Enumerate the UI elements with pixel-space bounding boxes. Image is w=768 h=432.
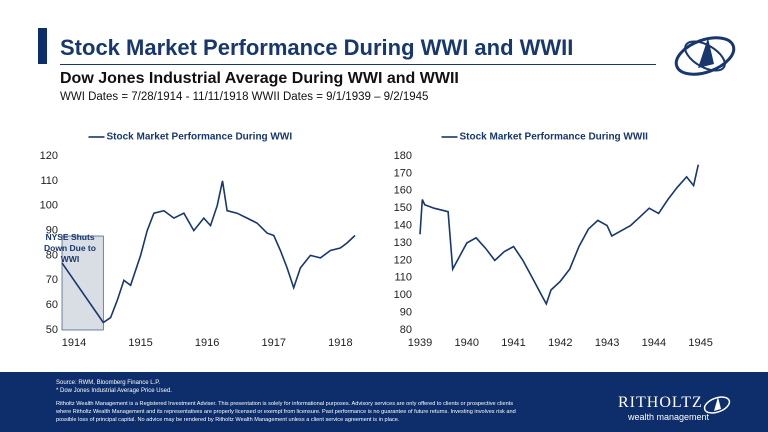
legend-label: Stock Market Performance During WWI bbox=[107, 132, 293, 143]
closure-shade bbox=[61, 235, 104, 331]
x-tick-label: 1916 bbox=[195, 337, 219, 349]
x-tick-label: 1940 bbox=[455, 337, 479, 349]
y-tick-label: 160 bbox=[394, 185, 412, 197]
series-line bbox=[61, 180, 356, 324]
x-tick-label: 1941 bbox=[501, 337, 525, 349]
logo-text: RITHOLTZ bbox=[618, 394, 703, 411]
x-tick-label: 1917 bbox=[262, 337, 286, 349]
x-tick-label: 1943 bbox=[595, 337, 619, 349]
y-tick-label: 130 bbox=[394, 237, 412, 249]
y-tick-label: 90 bbox=[46, 224, 58, 236]
y-tick-label: 170 bbox=[394, 167, 412, 179]
y-tick-label: 110 bbox=[394, 272, 412, 284]
x-tick-label: 1914 bbox=[62, 337, 86, 349]
legend-label: Stock Market Performance During WWII bbox=[460, 132, 649, 143]
subtitle: Dow Jones Industrial Average During WWI … bbox=[60, 70, 459, 87]
y-tick-label: 80 bbox=[46, 249, 58, 261]
y-tick-label: 110 bbox=[40, 175, 58, 187]
y-tick-label: 80 bbox=[400, 324, 412, 336]
source: Source: RWM, Bloomberg Finance L.P. bbox=[56, 380, 161, 386]
x-tick-label: 1939 bbox=[408, 337, 432, 349]
logo-mark bbox=[703, 396, 731, 414]
x-tick-label: 1918 bbox=[328, 337, 352, 349]
logo-top bbox=[674, 36, 736, 76]
x-tick-label: 1944 bbox=[642, 337, 666, 349]
accent-bar bbox=[38, 28, 47, 64]
dates: WWI Dates = 7/28/1914 - 11/11/1918 WWII … bbox=[60, 91, 429, 103]
title: Stock Market Performance During WWI and … bbox=[60, 35, 574, 60]
y-tick-label: 50 bbox=[46, 324, 58, 336]
logo-sub: wealth management bbox=[628, 412, 710, 422]
y-tick-label: 140 bbox=[394, 220, 412, 232]
footer: Source: RWM, Bloomberg Finance L.P. * Do… bbox=[0, 372, 768, 432]
y-tick-label: 150 bbox=[394, 202, 412, 214]
disclaimer: Ritholtz Wealth Management is a Register… bbox=[56, 401, 516, 423]
title-rule bbox=[60, 64, 656, 65]
y-tick-label: 180 bbox=[394, 150, 412, 162]
y-tick-label: 100 bbox=[394, 289, 412, 301]
y-tick-label: 120 bbox=[40, 150, 58, 162]
y-tick-label: 60 bbox=[46, 299, 58, 311]
x-tick-label: 1945 bbox=[688, 337, 712, 349]
note: * Dow Jones Industrial Average Price Use… bbox=[56, 388, 172, 394]
y-tick-label: 120 bbox=[394, 254, 412, 266]
y-tick-label: 90 bbox=[400, 307, 412, 319]
annotation: NYSE Shuts Down Due to WWI bbox=[44, 232, 96, 264]
y-tick-label: 100 bbox=[40, 200, 58, 212]
x-tick-label: 1915 bbox=[128, 337, 152, 349]
charts: 50 60 70 80 90 100 110 120 1914 1915 1916 1917 1918 S… bbox=[40, 132, 713, 349]
series-line bbox=[419, 164, 700, 306]
x-tick-label: 1942 bbox=[548, 337, 572, 349]
y-tick-label: 70 bbox=[46, 274, 58, 286]
